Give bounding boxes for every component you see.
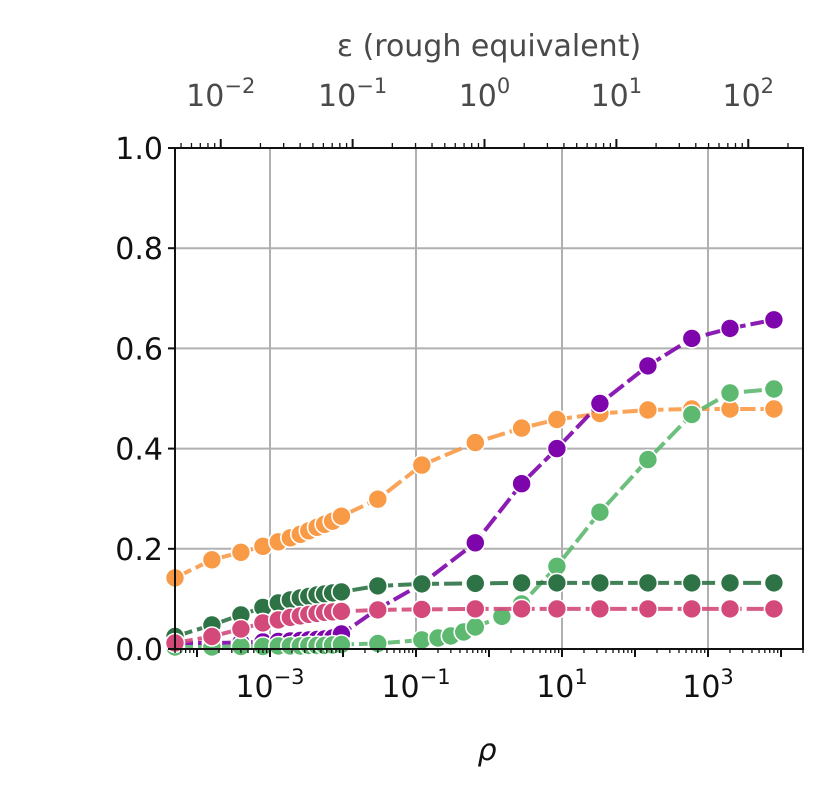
data-point xyxy=(546,572,568,594)
data-point xyxy=(719,318,741,339)
data-point xyxy=(464,573,486,594)
top-axis-title: ε (rough equivalent) xyxy=(337,29,641,64)
data-point xyxy=(367,488,389,510)
data-series xyxy=(164,309,785,658)
data-point xyxy=(719,572,741,594)
data-point xyxy=(230,541,252,563)
data-point xyxy=(763,598,785,620)
data-point xyxy=(464,532,486,554)
series-0 xyxy=(164,398,785,589)
top-tick-label: 100 xyxy=(459,74,511,114)
data-point xyxy=(411,599,433,620)
y-tick-label: 0.0 xyxy=(115,633,163,668)
data-point xyxy=(637,572,659,594)
data-point xyxy=(511,572,532,594)
data-point xyxy=(763,309,785,331)
data-point xyxy=(201,549,223,571)
data-point xyxy=(763,572,785,594)
y-tick-label: 0.2 xyxy=(115,533,163,568)
data-point xyxy=(464,432,486,453)
data-point xyxy=(637,598,659,620)
data-point xyxy=(589,598,611,620)
gridlines xyxy=(175,148,803,649)
data-point xyxy=(546,438,568,459)
top-tick-label: 101 xyxy=(591,74,643,114)
top-tick-label: 10−1 xyxy=(318,74,387,114)
data-point xyxy=(367,575,389,597)
data-point xyxy=(763,378,785,400)
series-2 xyxy=(164,378,785,658)
x-tick-label: 10−3 xyxy=(235,665,304,705)
top-x-axis: 10−2 10−1 100 101 102 xyxy=(180,74,789,148)
data-point xyxy=(589,393,611,414)
data-point xyxy=(637,449,659,470)
top-tick-label: 102 xyxy=(722,74,774,114)
data-point xyxy=(331,581,352,603)
data-point xyxy=(230,636,252,657)
data-point xyxy=(411,573,433,595)
data-point xyxy=(763,398,785,420)
x-axis-title: ρ xyxy=(477,733,496,768)
data-point xyxy=(230,618,252,640)
data-point xyxy=(331,634,352,655)
y-tick-label: 0.4 xyxy=(115,433,163,468)
data-point xyxy=(681,598,703,620)
x-tick-label: 10−1 xyxy=(381,665,450,705)
data-point xyxy=(637,399,659,421)
y-tick-label: 1.0 xyxy=(115,132,163,167)
data-point xyxy=(589,572,611,594)
x-tick-label: 101 xyxy=(536,665,588,705)
series-3 xyxy=(164,572,785,647)
data-point xyxy=(464,598,486,620)
data-point xyxy=(331,505,352,527)
data-point xyxy=(681,572,703,594)
x-tick-label: 103 xyxy=(682,665,734,705)
data-point xyxy=(681,328,703,349)
data-point xyxy=(367,599,389,621)
series-4 xyxy=(164,598,785,654)
data-point xyxy=(589,501,611,523)
data-point xyxy=(546,409,568,430)
data-point xyxy=(719,598,741,620)
data-point xyxy=(464,616,486,638)
data-point xyxy=(201,626,223,647)
x-axis: 10−3 10−1 101 103 xyxy=(174,649,804,705)
data-point xyxy=(719,382,741,404)
y-axis: 0.0 0.2 0.4 0.6 0.8 1.0 xyxy=(115,132,175,668)
data-point xyxy=(546,598,568,620)
y-tick-label: 0.8 xyxy=(115,232,163,267)
data-point xyxy=(511,598,532,620)
data-point xyxy=(681,404,703,425)
data-point xyxy=(331,601,352,622)
data-point xyxy=(511,417,532,439)
data-point xyxy=(411,454,433,476)
top-tick-label: 10−2 xyxy=(186,74,255,114)
series-line xyxy=(175,317,775,645)
data-point xyxy=(511,473,532,495)
data-point xyxy=(637,355,659,377)
y-tick-label: 0.6 xyxy=(115,332,163,367)
